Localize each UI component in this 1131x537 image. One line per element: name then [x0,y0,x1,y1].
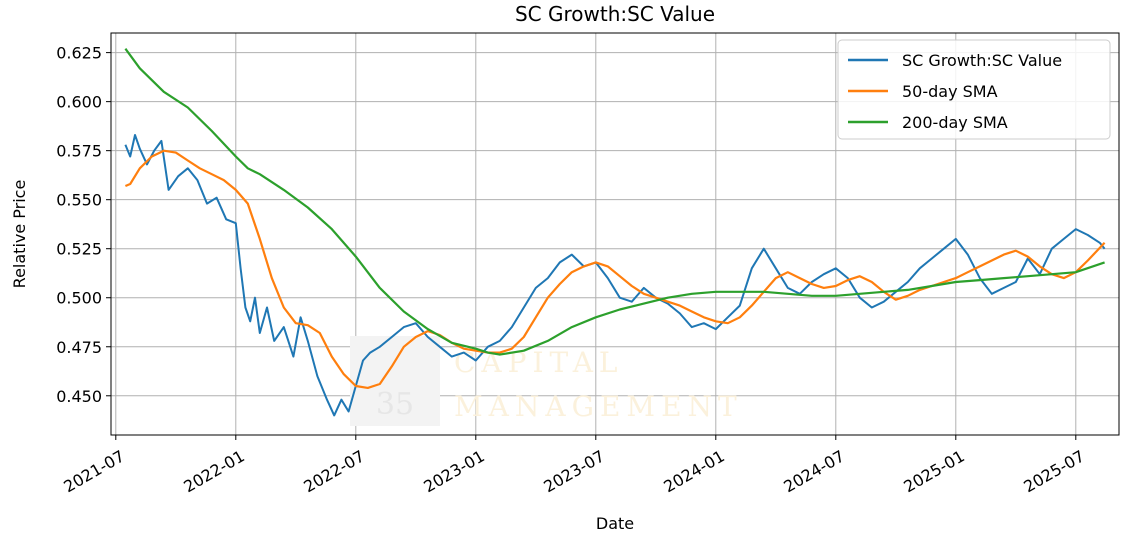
chart-title: SC Growth:SC Value [515,2,715,26]
x-tick-label: 2025-01 [900,446,967,496]
x-tick-label: 2025-07 [1020,446,1087,496]
plot-frame [110,32,1120,436]
y-tick-label: 0.450 [56,387,102,406]
x-tick-label: 2023-07 [540,446,607,496]
legend-box [837,39,1111,140]
y-axis-label: Relative Price [10,180,29,289]
x-tick-label: 2022-07 [300,446,367,496]
watermark-logo-box [350,336,440,426]
y-tick-label: 0.475 [56,338,102,357]
y-axis-ticks: 0.450 0.475 0.500 0.525 0.550 0.575 0.600 0.625 [56,44,111,406]
watermark-line2: MANAGEMENT [454,390,743,423]
x-tick-label: 2022-01 [180,446,247,496]
watermark-number: 35 [376,387,414,422]
series-layer [124,48,1106,417]
legend-label: 50-day SMA [902,82,998,101]
x-axis-ticks: 2021-07 2022-01 2022-07 2023-01 2023-07 2024-… [60,435,1088,496]
x-tick-label: 2023-01 [420,446,487,496]
legend-label: SC Growth:SC Value [902,51,1062,70]
y-tick-label: 0.500 [56,289,102,308]
series-line-sma-200 [124,48,1105,356]
y-tick-label: 0.525 [56,240,102,259]
series-line-ratio [124,134,1106,417]
y-tick-label: 0.625 [56,44,102,63]
legend-label: 200-day SMA [902,113,1008,132]
y-tick-label: 0.600 [56,93,102,112]
x-tick-label: 2024-07 [780,446,847,496]
x-tick-label: 2021-07 [60,446,127,496]
legend: SC Growth:SC Value 50-day SMA 200-day SMA [837,39,1111,140]
watermark: 35 CAPITAL MANAGEMENT [350,336,743,426]
y-tick-label: 0.575 [56,142,102,161]
x-tick-label: 2024-01 [660,446,727,496]
x-axis-label: Date [596,514,634,533]
y-tick-label: 0.550 [56,191,102,210]
